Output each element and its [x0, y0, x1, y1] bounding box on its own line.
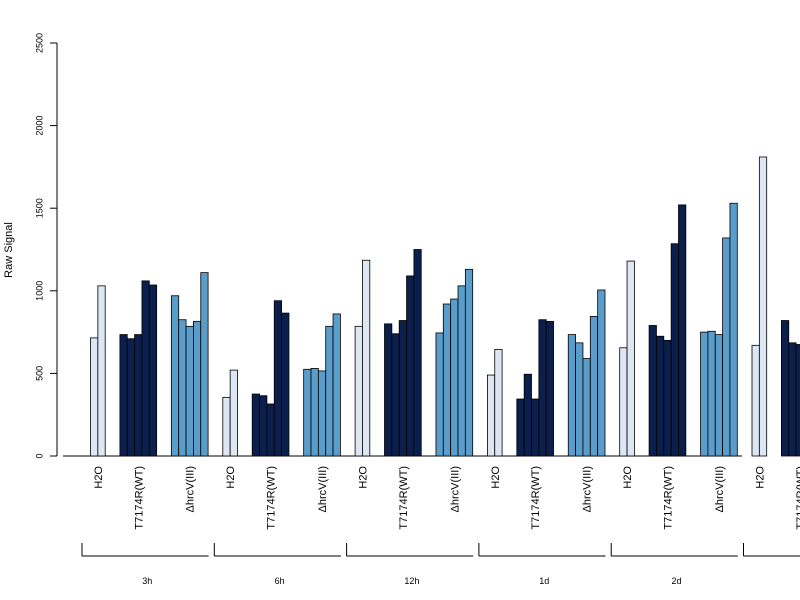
- y-tick-label: 1000: [34, 281, 44, 301]
- bar: [222, 396, 231, 457]
- bar: [523, 373, 532, 457]
- bar: [597, 289, 606, 457]
- bar: [354, 325, 363, 457]
- group-label: 2d: [671, 576, 681, 586]
- condition-label: H2O: [490, 466, 502, 489]
- bar: [656, 335, 665, 457]
- bar: [670, 243, 679, 457]
- y-axis: 0 500 1000 1500 2000 2500: [34, 33, 58, 459]
- bar: [589, 316, 599, 457]
- bar: [310, 368, 319, 457]
- condition-label: H2O: [622, 466, 634, 489]
- bar: [663, 339, 672, 457]
- bar: [758, 156, 768, 457]
- bar: [200, 272, 209, 457]
- bar: [464, 268, 474, 457]
- bar: [178, 319, 187, 457]
- bar: [700, 331, 709, 457]
- condition-label: T7174R(WT): [662, 466, 674, 530]
- bar: [406, 275, 415, 457]
- bar: [781, 320, 790, 457]
- bar: [170, 295, 180, 457]
- bar: [126, 338, 135, 457]
- condition-label: ΔhrcV(III): [185, 466, 197, 512]
- condition-label: T7174R(WT): [266, 466, 278, 530]
- bar: [303, 368, 312, 457]
- y-axis-label: Raw Signal: [3, 222, 15, 278]
- bar: [398, 320, 407, 457]
- bar: [648, 325, 657, 457]
- bar: [273, 300, 282, 457]
- bar: [259, 395, 268, 457]
- bar: [281, 312, 290, 457]
- group-label: 12h: [404, 576, 419, 586]
- bar: [185, 325, 194, 457]
- bar: [457, 285, 466, 457]
- bar: [722, 237, 731, 457]
- bar: [582, 358, 591, 457]
- bar: [516, 398, 525, 457]
- condition-label: ΔhrcV(III): [714, 466, 726, 512]
- condition-label: H2O: [93, 466, 105, 489]
- bar: [141, 280, 150, 457]
- bar: [531, 398, 540, 457]
- bar: [751, 344, 760, 457]
- condition-label: H2O: [754, 466, 766, 489]
- bar: [362, 259, 371, 457]
- bar: [486, 374, 496, 457]
- bar: [545, 320, 554, 457]
- condition-labels: H2O T7174R(WT) ΔhrcV(III) H2O T7174R(WT) Δhrc…: [93, 466, 800, 530]
- bar: [97, 285, 106, 457]
- condition-label: ΔhrcV(III): [449, 466, 461, 512]
- bar: [435, 332, 444, 457]
- bars: [90, 156, 800, 457]
- group-label: 6h: [275, 576, 285, 586]
- y-tick-label: 500: [34, 366, 44, 381]
- bar: [332, 313, 341, 457]
- group-brackets: 3h6h12h1d2d4d6d: [81, 543, 800, 586]
- y-tick-label: 1500: [34, 198, 44, 218]
- bar: [795, 344, 800, 457]
- condition-label: ΔhrcV(III): [317, 466, 329, 512]
- bar: [619, 347, 628, 457]
- y-tick-label: 0: [34, 453, 44, 458]
- bar: [192, 320, 202, 457]
- condition-label: T7174R(WT): [133, 466, 145, 530]
- condition-label: ΔhrcV(III): [582, 466, 594, 512]
- bar: [442, 303, 452, 457]
- bar: [391, 333, 400, 457]
- bar: [714, 334, 723, 457]
- bar: [450, 298, 459, 457]
- bar: [678, 204, 687, 457]
- bar: [567, 334, 576, 457]
- bar: [575, 342, 584, 457]
- condition-label: T7174R(WT): [398, 466, 410, 530]
- bar: [626, 260, 635, 457]
- condition-label: H2O: [357, 466, 369, 489]
- bar: [266, 403, 275, 457]
- bar: [384, 323, 393, 457]
- bar: [119, 334, 128, 457]
- bar: [148, 284, 158, 457]
- bar: [729, 202, 738, 457]
- group-label: 1d: [539, 576, 549, 586]
- bar: [494, 349, 503, 457]
- group-label: 3h: [142, 576, 152, 586]
- condition-label: T7174R(WT): [530, 466, 542, 530]
- bar: [251, 393, 260, 457]
- bar: [134, 334, 143, 457]
- bar: [229, 369, 238, 457]
- bar: [707, 330, 716, 457]
- y-tick-label: 2500: [34, 33, 44, 53]
- bar: [90, 337, 99, 457]
- bar: [317, 370, 327, 457]
- bar: [538, 319, 547, 457]
- bar: [413, 249, 422, 457]
- bar: [325, 325, 334, 457]
- condition-label: H2O: [225, 466, 237, 489]
- bar: [788, 342, 797, 457]
- condition-label: T7174R(WT): [795, 466, 800, 530]
- y-tick-label: 2000: [34, 116, 44, 136]
